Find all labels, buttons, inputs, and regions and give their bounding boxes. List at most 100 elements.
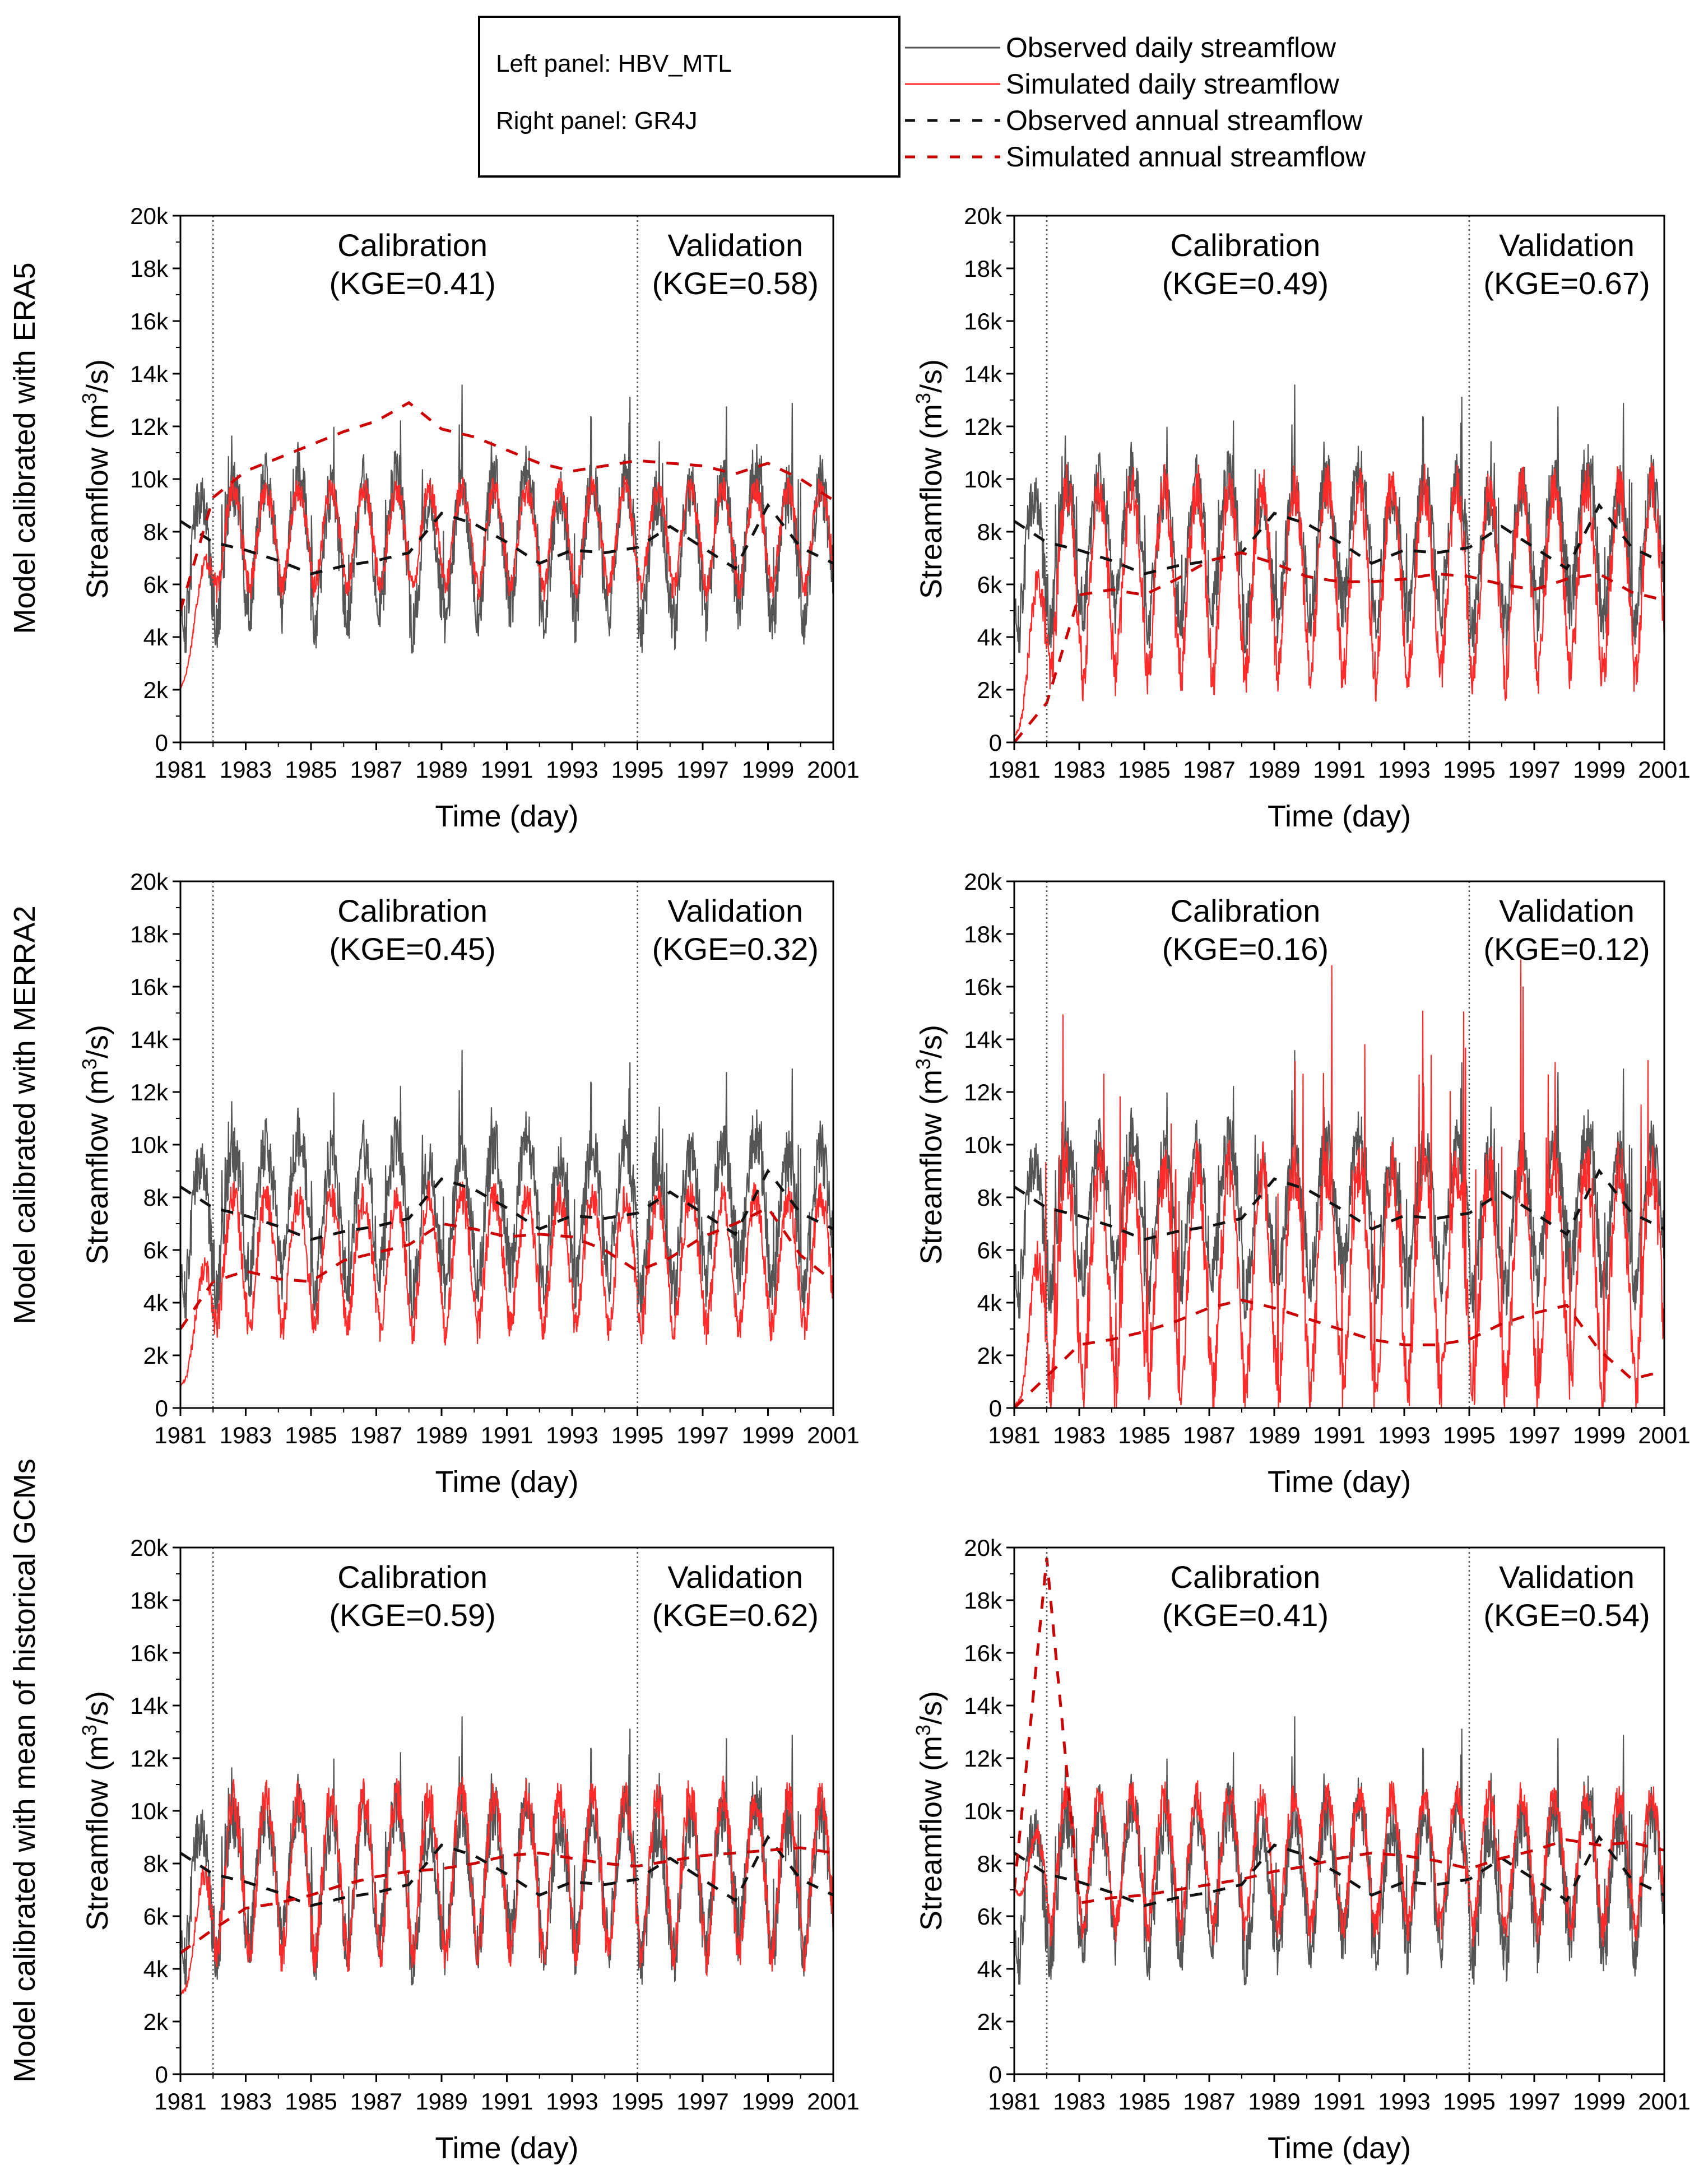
y-tick-label: 6k [977,1237,1002,1263]
y-tick-label: 18k [130,921,169,947]
y-tick-label: 16k [130,308,169,334]
y-tick-label: 12k [964,413,1002,440]
y-tick-label: 8k [143,1184,169,1211]
y-tick-label: 12k [964,1079,1002,1105]
simulated-daily-line [180,476,833,690]
chart-panel-3: 0 2k 4k 6k 8k 10k 12k 14k 16k 18k 20k 1981 1983 1985 1… [78,868,860,1499]
y-tick-label: 4k [143,1290,169,1316]
simulated-daily-line [180,1180,833,1387]
x-tick-label: 1991 [481,1422,533,1448]
observed-daily-line [1014,1050,1664,1319]
y-tick-label: 12k [964,1745,1002,1772]
y-tick-label: 18k [130,255,169,282]
x-tick-label: 1987 [350,2088,402,2115]
validation-label: Validation [667,1559,803,1595]
plot-area [1014,384,1664,742]
y-tick-label: 14k [130,361,169,387]
validation-kge: (KGE=0.62) [652,1597,819,1633]
row-label-gcms: Model calibrated with mean of historical… [8,1458,41,2082]
legend-note-right: Right panel: GR4J [496,107,698,134]
calibration-kge: (KGE=0.41) [329,266,496,301]
simulated-daily-line [1014,462,1664,737]
y-tick-label: 20k [130,868,169,895]
calibration-kge: (KGE=0.41) [1162,1597,1329,1633]
simulated-annual-line [1014,1298,1664,1408]
x-tick-label: 1989 [415,756,467,783]
y-tick-label: 20k [964,1535,1002,1561]
x-tick-label: 1993 [546,756,598,783]
x-tick-label: 1987 [1183,2088,1235,2115]
y-tick-label: 10k [964,1798,1002,1824]
x-tick-label: 1981 [154,2088,206,2115]
x-axis-title: Time (day) [435,2131,578,2165]
y-axis-title: Streamflow (m3/s) [912,359,948,599]
y-tick-label: 2k [977,1342,1002,1369]
y-tick-label: 0 [155,2061,168,2088]
x-tick-label: 1985 [1118,1422,1170,1448]
chart-panel-2: 0 2k 4k 6k 8k 10k 12k 14k 16k 18k 20k 1981 1983 1985 1… [912,203,1691,833]
x-tick-label: 1983 [1053,2088,1105,2115]
x-tick-label: 1995 [611,1422,663,1448]
observed-annual-line [180,1168,833,1241]
plot-area [180,384,833,690]
y-tick-label: 2k [977,677,1002,703]
plot-area [180,1050,833,1387]
calibration-kge: (KGE=0.59) [329,1597,496,1633]
y-tick-label: 12k [130,1079,169,1105]
y-axis-title: Streamflow (m3/s) [912,1025,948,1265]
x-tick-label: 1995 [611,756,663,783]
y-tick-label: 6k [143,1237,169,1263]
x-tick-label: 1987 [1183,1422,1235,1448]
observed-annual-line [1014,1834,1664,1907]
y-axis-title: Streamflow (m3/s) [78,1025,114,1265]
y-tick-label: 14k [130,1026,169,1053]
x-tick-label: 1991 [1313,2088,1365,2115]
y-tick-label: 18k [964,1587,1002,1614]
y-tick-label: 18k [964,255,1002,282]
x-tick-label: 1991 [481,756,533,783]
legend-label-observed-daily: Observed daily streamflow [1006,32,1336,63]
observed-annual-line [1014,503,1664,575]
x-tick-label: 1999 [1573,2088,1625,2115]
x-tick-label: 1987 [350,756,402,783]
x-tick-label: 1989 [1248,1422,1300,1448]
x-tick-label: 1993 [1378,2088,1430,2115]
x-tick-label: 1999 [742,756,794,783]
x-tick-label: 1983 [220,1422,272,1448]
y-tick-label: 10k [130,466,169,492]
y-tick-label: 6k [977,571,1002,598]
y-tick-label: 12k [130,1745,169,1772]
x-tick-label: 1981 [988,1422,1040,1448]
y-tick-label: 10k [130,1798,169,1824]
chart-panel-4: 0 2k 4k 6k 8k 10k 12k 14k 16k 18k 20k 1981 1983 1985 1… [912,868,1691,1499]
x-tick-label: 1991 [481,2088,533,2115]
y-tick-label: 8k [977,1184,1002,1211]
y-tick-label: 14k [964,1693,1002,1719]
y-axis-title: Streamflow (m3/s) [78,359,114,599]
simulated-annual-line [1014,1558,1664,1905]
x-tick-label: 1989 [415,1422,467,1448]
y-tick-label: 4k [143,1956,169,1982]
calibration-label: Calibration [1171,227,1321,263]
legend-label-simulated-annual: Simulated annual streamflow [1006,141,1366,173]
x-tick-label: 1993 [546,2088,598,2115]
y-axis-title: Streamflow (m3/s) [912,1691,948,1931]
x-tick-label: 1985 [1118,756,1170,783]
y-tick-label: 0 [155,1395,168,1421]
validation-kge: (KGE=0.67) [1483,266,1650,301]
calibration-label: Calibration [337,227,488,263]
plot-area [1014,959,1664,1408]
x-tick-label: 1983 [1053,1422,1105,1448]
y-tick-label: 10k [964,466,1002,492]
x-tick-label: 1981 [988,2088,1040,2115]
x-tick-label: 1999 [1573,1422,1625,1448]
x-tick-label: 1993 [1378,756,1430,783]
x-tick-label: 1995 [1443,756,1495,783]
y-tick-label: 0 [155,729,168,756]
x-tick-label: 1985 [285,1422,337,1448]
simulated-daily-line [1014,959,1664,1408]
y-tick-label: 4k [977,1290,1002,1316]
y-tick-label: 14k [964,1026,1002,1053]
legend-label-simulated-daily: Simulated daily streamflow [1006,68,1340,100]
x-tick-label: 1991 [1313,756,1365,783]
